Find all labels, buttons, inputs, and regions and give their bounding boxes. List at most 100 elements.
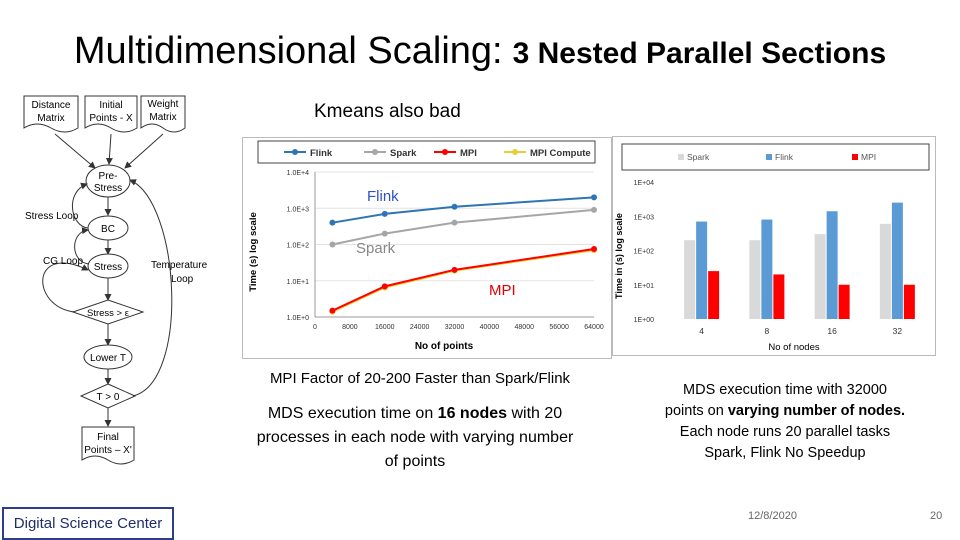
line-ytick-label: 1.0E+1 <box>287 279 309 286</box>
line-xtick-label: 24000 <box>410 324 430 331</box>
left-caption: MDS execution time on 16 nodes with 20 p… <box>255 402 575 474</box>
slide-date: 12/8/2020 <box>748 510 797 522</box>
line-chart-caption: MPI Factor of 20-200 Faster than Spark/F… <box>269 370 571 387</box>
bar-flink-16 <box>826 211 838 319</box>
bar-legend-box <box>621 143 930 171</box>
bar-spark-32 <box>879 223 891 319</box>
pre-stress-label-2: Stress <box>94 183 122 194</box>
weight-matrix-label-1: Weight <box>148 99 179 110</box>
bar-spark-16 <box>814 234 826 319</box>
right-caption-line-2-bold: varying number of nodes. <box>727 403 906 419</box>
line-legend: Flink Spark MPI MPI Compute <box>284 148 591 159</box>
annotation-flink: Flink <box>367 188 399 205</box>
footer-label: Digital Science Center <box>2 507 174 540</box>
lower-t-label: Lower T <box>90 353 126 364</box>
bar-xtick-label: 16 <box>827 326 837 336</box>
final-points-doc <box>81 426 135 465</box>
legend-label: MPI <box>460 148 477 159</box>
final-points-label-1: Final <box>97 432 119 443</box>
data-point-spark <box>329 241 336 248</box>
bar-ytick-label: 1E+01 <box>634 283 655 290</box>
data-point-mpi <box>591 246 597 253</box>
legend-label: MPI <box>861 152 876 162</box>
right-caption-line-2-pre: points on <box>664 403 728 419</box>
subtitle: Kmeans also bad <box>314 101 461 122</box>
data-point-mpi <box>329 307 336 314</box>
bar-mpi-8 <box>773 274 785 319</box>
data-point-flink <box>591 194 597 201</box>
line-xtick-label: 0 <box>313 324 317 331</box>
series-line-mpi <box>332 248 595 312</box>
temperature-loop-label-1: Temperature <box>151 260 208 271</box>
line-legend-box <box>257 140 596 164</box>
cg-loop-label: CG Loop <box>43 256 83 267</box>
bar-mpi-16 <box>838 284 850 319</box>
initial-points-label-1: Initial <box>99 100 122 111</box>
bar-ytick-label: 1E+04 <box>634 180 655 187</box>
line-chart-frame <box>242 137 612 359</box>
final-points-label-2: Points – X' <box>84 445 132 456</box>
t-check-label: T > 0 <box>97 392 120 403</box>
data-point-mpi <box>381 283 388 290</box>
pre-stress-label-1: Pre- <box>99 171 118 182</box>
legend-marker <box>442 149 448 155</box>
page-number: 20 <box>930 510 943 522</box>
data-point-spark <box>451 219 458 226</box>
line-xtick-label: 16000 <box>375 324 395 331</box>
line-xtick-label: 48000 <box>515 324 535 331</box>
bar-flink-4 <box>696 221 708 319</box>
bar-mpi-4 <box>708 271 720 319</box>
line-xtick-label: 40000 <box>480 324 500 331</box>
title-sub: 3 Nested Parallel Sections <box>512 37 887 70</box>
distance-matrix-label-2: Matrix <box>37 113 64 124</box>
bar-ytick-label: 1E+00 <box>634 317 655 324</box>
line-ytick-label: 1.0E+3 <box>287 206 309 213</box>
legend-marker <box>512 149 518 155</box>
temperature-loop-arrow <box>129 179 173 397</box>
bar-xlabel: No of nodes <box>768 342 819 353</box>
right-caption-line-3: Each node runs 20 parallel tasks <box>679 424 891 440</box>
bar-ytick-label: 1E+03 <box>634 214 655 221</box>
bar-spark-4 <box>684 240 696 319</box>
legend-swatch <box>852 154 858 160</box>
data-point-mpi <box>451 266 458 273</box>
legend-marker <box>372 149 378 155</box>
line-chart: Flink Spark MPI MPI Compute 1.0E+0 1.0E+1 1.0… <box>242 137 612 359</box>
line-ylabel: Time (s) log scale <box>248 212 259 292</box>
bar-flink-8 <box>761 219 773 319</box>
legend-swatch <box>766 154 772 160</box>
left-caption-pre: MDS execution time on <box>267 405 438 422</box>
bar-legend: Spark Flink MPI <box>678 152 876 162</box>
line-xtick-label: 64000 <box>584 324 604 331</box>
bar-xtick-label: 32 <box>893 326 903 336</box>
series-line-flink <box>332 196 595 224</box>
left-caption-post: with 20 processes in each node with vary… <box>256 405 574 470</box>
series-line-spark <box>332 208 595 246</box>
stress-loop-label: Stress Loop <box>25 211 79 222</box>
line-ytick-label: 1.0E+4 <box>287 170 309 177</box>
weight-matrix-doc <box>140 95 186 133</box>
line-ytick-label: 1.0E+0 <box>287 315 309 322</box>
initial-points-label-2: Points - X <box>89 113 133 124</box>
outer-stress-arrow <box>42 262 89 313</box>
data-point-spark <box>591 206 597 213</box>
cg-loop-arrow <box>74 227 90 265</box>
stress-loop-arrow <box>71 182 89 229</box>
weight-matrix-label-2: Matrix <box>149 112 176 123</box>
legend-label: Spark <box>390 148 417 159</box>
right-caption: MDS execution time with 32000 points on … <box>640 380 930 464</box>
legend-label: Flink <box>310 148 333 159</box>
right-caption-line-2: points on varying number of nodes. <box>640 401 930 422</box>
legend-swatch <box>678 154 684 160</box>
bar-ytick-label: 1E+02 <box>634 249 655 256</box>
right-caption-line-4: Spark, Flink No Speedup <box>704 445 866 461</box>
line-xlabel: No of points <box>415 341 474 352</box>
legend-label: Flink <box>775 152 794 162</box>
bar-flink-32 <box>891 202 903 319</box>
line-ytick-label: 1.0E+2 <box>287 243 309 250</box>
initial-points-doc <box>84 95 138 133</box>
bar-xtick-label: 8 <box>765 326 770 336</box>
mds-flowchart: Distance Matrix Initial Points - X Weigh… <box>23 95 208 465</box>
annotation-mpi: MPI <box>489 282 516 299</box>
distance-matrix-label-1: Distance <box>32 100 71 111</box>
